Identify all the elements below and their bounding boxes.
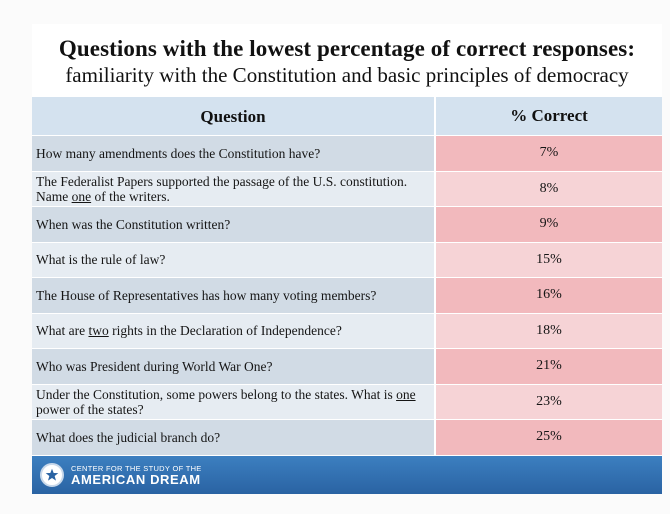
percent-cell: 25%: [436, 420, 662, 455]
table-header-row: Question % Correct: [32, 97, 662, 136]
percent-cell: 9%: [436, 207, 662, 242]
star-seal-icon: [40, 463, 64, 487]
question-cell: What are two rights in the Declaration o…: [32, 313, 436, 348]
slide: Questions with the lowest percentage of …: [32, 24, 662, 494]
column-header-percent: % Correct: [436, 97, 662, 135]
question-cell: The House of Representatives has how man…: [32, 278, 436, 313]
question-emphasis: one: [71, 188, 92, 204]
percent-cell: 8%: [436, 171, 662, 206]
question-cell: When was the Constitution written?: [32, 207, 436, 242]
table-row: The Federalist Papers supported the pass…: [32, 171, 662, 207]
question-text: The Federalist Papers supported the pass…: [36, 173, 408, 204]
percent-cell: 23%: [436, 384, 662, 419]
question-cell: The Federalist Papers supported the pass…: [32, 171, 436, 206]
percent-cell: 21%: [436, 349, 662, 384]
footer-logo-text: CENTER FOR THE STUDY OF THE AMERICAN DRE…: [71, 464, 202, 487]
question-text: Under the Constitution, some powers belo…: [36, 386, 397, 402]
table-row: The House of Representatives has how man…: [32, 278, 662, 314]
question-text: What are: [36, 323, 89, 339]
footer-banner: CENTER FOR THE STUDY OF THE AMERICAN DRE…: [32, 456, 662, 494]
question-cell: What does the judicial branch do?: [32, 420, 436, 455]
results-table: Question % Correct How many amendments d…: [32, 97, 662, 456]
question-text: power of the states?: [36, 401, 144, 417]
percent-cell: 7%: [436, 136, 662, 171]
column-header-question: Question: [32, 97, 436, 135]
question-cell: Who was President during World War One?: [32, 349, 436, 384]
question-cell: How many amendments does the Constitutio…: [32, 136, 436, 171]
table-row: Under the Constitution, some powers belo…: [32, 384, 662, 420]
table-row: Who was President during World War One? …: [32, 349, 662, 385]
table-row: What is the rule of law? 15%: [32, 242, 662, 278]
table-row: How many amendments does the Constitutio…: [32, 136, 662, 172]
question-cell: Under the Constitution, some powers belo…: [32, 384, 436, 419]
percent-cell: 15%: [436, 242, 662, 277]
question-cell: What is the rule of law?: [32, 242, 436, 277]
question-emphasis: two: [88, 323, 109, 339]
percent-cell: 16%: [436, 278, 662, 313]
footer-org-name: AMERICAN DREAM: [71, 471, 201, 487]
footer-org-line: CENTER FOR THE STUDY OF THE: [71, 463, 202, 473]
percent-cell: 18%: [436, 313, 662, 348]
table-row: What are two rights in the Declaration o…: [32, 313, 662, 349]
page-title: Questions with the lowest percentage of …: [58, 36, 636, 61]
title-block: Questions with the lowest percentage of …: [32, 36, 662, 87]
page-subtitle: familiarity with the Constitution and ba…: [65, 63, 629, 87]
table-row: What does the judicial branch do? 25%: [32, 420, 662, 456]
question-text: rights in the Declaration of Independenc…: [108, 323, 342, 339]
question-text: of the writers.: [91, 188, 170, 204]
question-emphasis: one: [396, 386, 416, 402]
table-row: When was the Constitution written? 9%: [32, 207, 662, 243]
